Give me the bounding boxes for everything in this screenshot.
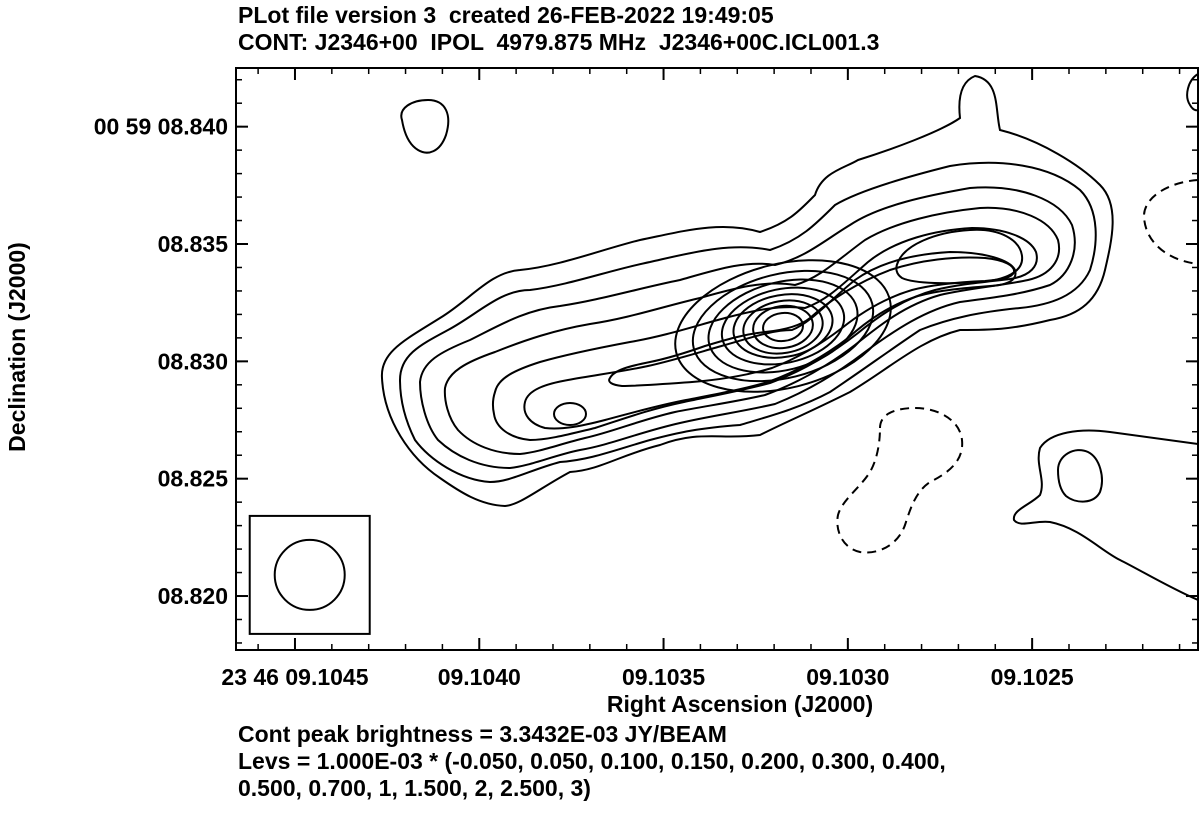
contour-lower-right-outer	[1012, 429, 1198, 602]
y-axis-title: Declination (J2000)	[4, 242, 30, 452]
y-tick-label: 00 59 08.840	[94, 114, 228, 140]
plot-frame	[235, 67, 1199, 651]
contour-level-4	[443, 206, 1061, 456]
contour-lower-right-inner	[1056, 449, 1103, 503]
contour-core-ring-1	[674, 259, 892, 393]
beam-indicator	[248, 514, 371, 635]
contour-core-ring-7	[752, 304, 814, 350]
contour-level-6	[523, 250, 1017, 430]
x-tick-label: 23 46 09.1045	[221, 664, 368, 690]
contour-blob-top	[400, 98, 450, 154]
contour-core-ring-4	[720, 286, 846, 366]
contour-negative-right	[1142, 179, 1198, 265]
y-tick-label: 08.830	[158, 348, 228, 374]
contour-level-5	[491, 226, 1038, 442]
levels-line1: Levs = 1.000E-03 * (-0.050, 0.050, 0.100…	[238, 748, 946, 774]
plot-header-line1: PLot file version 3 created 26-FEB-2022 …	[238, 2, 774, 28]
y-tick-label: 08.820	[158, 583, 228, 609]
peak-brightness-text: Cont peak brightness = 3.3432E-03 JY/BEA…	[238, 721, 727, 747]
contour-core-ring-2	[691, 269, 875, 383]
contour-core-ring-6	[742, 299, 824, 355]
contour-outer	[380, 74, 1114, 508]
plot-header-line2: CONT: J2346+00 IPOL 4979.875 MHz J2346+0…	[238, 29, 880, 55]
contour-core-ring-5	[732, 293, 834, 359]
y-tick-label: 08.825	[158, 466, 229, 492]
contour-core-ring-8	[762, 311, 804, 343]
x-tick-label: 09.1025	[991, 664, 1074, 690]
x-tick-label: 09.1030	[806, 664, 889, 690]
beam-box	[248, 514, 371, 635]
levels-line2: 0.500, 0.700, 1, 1.500, 2, 2.500, 3)	[238, 775, 591, 801]
y-tick-labels: 00 59 08.840 08.835 08.830 08.825 08.820	[94, 114, 228, 609]
x-tick-label: 09.1035	[622, 664, 705, 690]
x-axis-title: Right Ascension (J2000)	[607, 691, 873, 717]
beam-ellipse	[273, 538, 346, 611]
y-tick-label: 08.835	[158, 231, 229, 257]
contour-lines	[380, 73, 1198, 602]
x-tick-labels: 23 46 09.1045 09.1040 09.1035 09.1030 09.102…	[221, 664, 1073, 690]
contour-core-ring-3	[707, 278, 859, 374]
contour-level-2	[398, 161, 1097, 484]
x-tick-label: 09.1040	[438, 664, 521, 690]
contour-negative-center	[836, 406, 964, 554]
contour-east-knot	[895, 228, 1024, 285]
contour-level-3	[418, 186, 1076, 470]
contour-west-knot	[553, 402, 587, 426]
